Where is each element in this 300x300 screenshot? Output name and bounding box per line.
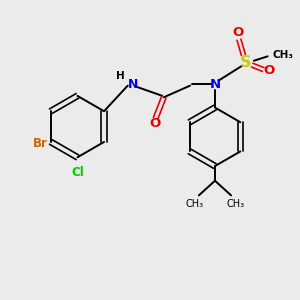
Text: CH₃: CH₃ (272, 50, 293, 60)
Text: Cl: Cl (71, 166, 84, 178)
Text: Br: Br (32, 137, 47, 150)
Text: S: S (240, 55, 251, 70)
Text: O: O (233, 26, 244, 39)
Text: CH₃: CH₃ (226, 199, 244, 209)
Text: O: O (149, 117, 161, 130)
Text: H: H (116, 71, 125, 81)
Text: O: O (263, 64, 275, 77)
Text: N: N (209, 78, 220, 91)
Text: CH₃: CH₃ (185, 199, 203, 209)
Text: N: N (128, 78, 138, 91)
